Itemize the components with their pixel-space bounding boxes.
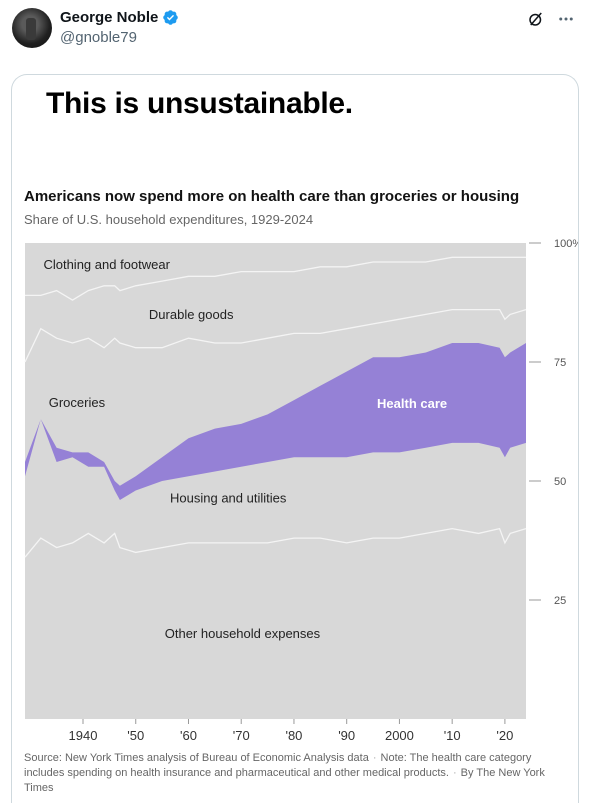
y-tick-label: 75 bbox=[554, 357, 566, 369]
verified-badge-icon bbox=[163, 10, 179, 25]
boundary-line-groceries-top bbox=[24, 308, 527, 363]
x-tick-label: 1940 bbox=[69, 728, 98, 743]
y-tick-label: 100% bbox=[554, 238, 578, 250]
boundary-line-durable-top bbox=[25, 256, 526, 301]
label-health-care: Health care bbox=[377, 396, 447, 411]
post-text: This is unsustainable. bbox=[46, 87, 353, 120]
x-tick-label: '90 bbox=[338, 728, 355, 743]
label-groceries: Groceries bbox=[49, 395, 106, 410]
source-text: Source: New York Times analysis of Burea… bbox=[24, 752, 369, 764]
y-tick-label: 50 bbox=[554, 476, 566, 488]
label-housing-and-utilities: Housing and utilities bbox=[170, 490, 287, 505]
media-card[interactable]: This is unsustainable. Americans now spe… bbox=[11, 74, 579, 803]
more-icon[interactable] bbox=[557, 10, 575, 28]
avatar[interactable] bbox=[12, 8, 52, 48]
display-name[interactable]: George Noble bbox=[60, 9, 159, 26]
health-care-band bbox=[25, 343, 526, 500]
chart-source-note: Source: New York Times analysis of Burea… bbox=[24, 752, 545, 794]
x-tick-label: '20 bbox=[496, 728, 513, 743]
grok-icon[interactable] bbox=[527, 10, 545, 28]
label-clothing-and-footwear: Clothing and footwear bbox=[43, 257, 170, 272]
chart-title: Americans now spend more on health care … bbox=[24, 188, 520, 205]
label-other-household-expenses: Other household expenses bbox=[165, 626, 321, 641]
y-tick-label: 25 bbox=[554, 595, 566, 607]
handle[interactable]: @gnoble79 bbox=[60, 29, 137, 46]
chart-subtitle: Share of U.S. household expenditures, 19… bbox=[24, 212, 314, 227]
x-tick-label: '70 bbox=[233, 728, 250, 743]
x-tick-label: '60 bbox=[180, 728, 197, 743]
post-actions bbox=[527, 10, 575, 28]
x-tick-label: '50 bbox=[127, 728, 144, 743]
credit-text: By The New York Times bbox=[24, 767, 545, 794]
x-tick-label: 2000 bbox=[385, 728, 414, 743]
note-text: Note: The health care category includes … bbox=[24, 752, 532, 779]
label-durable-goods: Durable goods bbox=[149, 307, 234, 322]
post-header: George Noble @gnoble79 bbox=[12, 8, 577, 52]
author-name-row: George Noble bbox=[60, 9, 179, 26]
boundary-line-other-top bbox=[24, 527, 527, 558]
x-tick-label: '80 bbox=[285, 728, 302, 743]
x-tick-label: '10 bbox=[444, 728, 461, 743]
stacked-area-chart: Clothing and footwear Durable goods Grocer… bbox=[24, 238, 578, 743]
chart-plot-area bbox=[25, 243, 526, 719]
